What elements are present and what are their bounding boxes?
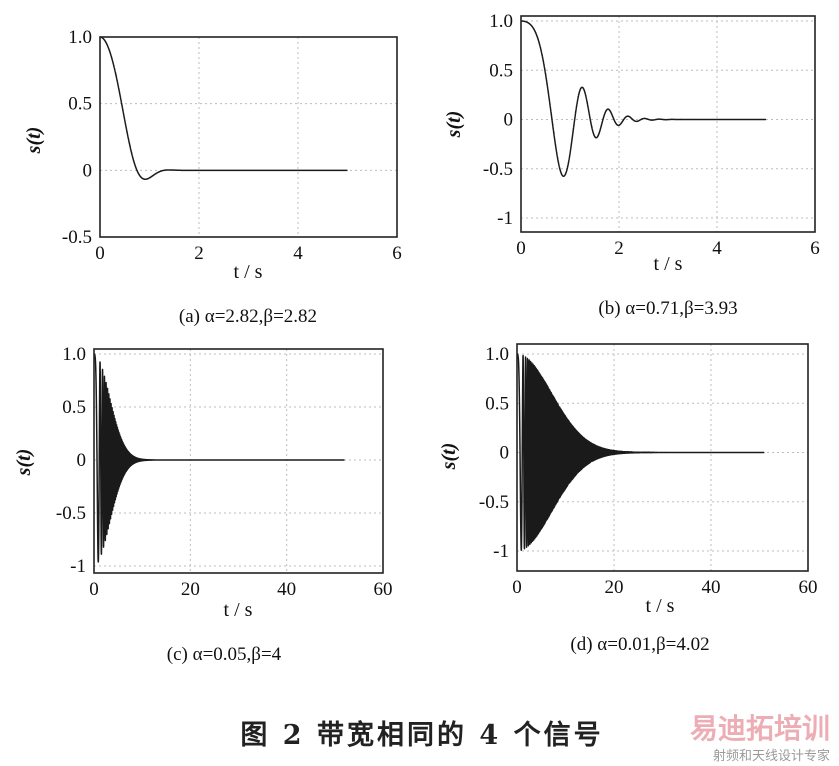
panel-b-ytick-1: 0.5 xyxy=(489,60,513,81)
panel-a-ytick-2: 0 xyxy=(83,160,93,181)
panel-a-xtick-3: 6 xyxy=(392,243,402,264)
panel-c-ytick-1: 0.5 xyxy=(62,397,86,418)
panel-c-xtick-0: 0 xyxy=(89,579,99,600)
panel-c-signal-curve xyxy=(93,353,346,563)
panel-b-signal-curve xyxy=(520,20,767,177)
panel-a-xticks: 0 2 4 6 xyxy=(95,243,402,264)
panel-d-xtick-1: 20 xyxy=(605,577,624,598)
panel-b-xtick-0: 0 xyxy=(516,238,526,259)
panel-b-grid xyxy=(521,16,815,232)
panel-b-ytick-3: -0.5 xyxy=(483,159,513,180)
panel-d-ylabel: s(t) xyxy=(438,443,460,471)
panel-c-xlabel: t / s xyxy=(224,599,253,621)
panel-b-yticks: 1.0 0.5 0 -0.5 -1 xyxy=(483,11,513,229)
panel-b-xticks: 0 2 4 6 xyxy=(516,238,820,259)
panel-d-frame xyxy=(516,343,809,572)
panel-b-subtitle: (b) α=0.71,β=3.93 xyxy=(598,298,737,319)
panel-d-yticks: 1.0 0.5 0 -0.5 -1 xyxy=(479,344,509,562)
panel-c-ylabel: s(t) xyxy=(13,449,35,477)
panel-b-ytick-2: 0 xyxy=(504,110,514,131)
panel-d-ytick-1: 0.5 xyxy=(485,393,509,414)
panel-a-ytick-3: -0.5 xyxy=(62,227,92,248)
panel-a-frame xyxy=(99,36,398,238)
panel-c-xtick-1: 20 xyxy=(181,579,200,600)
panel-a-xtick-0: 0 xyxy=(95,243,105,264)
panel-d-xtick-2: 40 xyxy=(702,577,721,598)
panel-c-ytick-3: -0.5 xyxy=(56,503,86,524)
panel-b-ytick-0: 1.0 xyxy=(489,11,513,32)
panel-d-xtick-3: 60 xyxy=(799,577,818,598)
panel-d: 0 20 40 60 1.0 0.5 0 -0.5 -1 s(t) t / s (d) α=0… xyxy=(438,343,818,655)
panel-c-ytick-4: -1 xyxy=(70,556,86,577)
panel-c-xtick-2: 40 xyxy=(277,579,296,600)
panel-b-frame xyxy=(520,15,816,233)
panel-a-ytick-1: 0.5 xyxy=(68,94,92,115)
panel-c-ytick-2: 0 xyxy=(77,450,87,471)
panel-a-xtick-2: 4 xyxy=(293,243,303,264)
panel-b-xtick-3: 6 xyxy=(810,238,820,259)
panel-c-xtick-3: 60 xyxy=(374,579,393,600)
panel-a-signal-curve xyxy=(99,36,349,181)
panel-d-ytick-0: 1.0 xyxy=(485,344,509,365)
panel-c-xticks: 0 20 40 60 xyxy=(89,579,392,600)
panel-d-subtitle: (d) α=0.01,β=4.02 xyxy=(570,634,709,655)
panel-a-ylabel: s(t) xyxy=(23,127,45,155)
panel-a-subtitle: (a) α=2.82,β=2.82 xyxy=(179,306,317,327)
panel-d-ytick-3: -0.5 xyxy=(479,492,509,513)
panel-b-xtick-2: 4 xyxy=(712,238,722,259)
panel-b-ytick-4: -1 xyxy=(497,208,513,229)
figure-caption: 图 2 带宽相同的 4 个信号 xyxy=(240,719,603,751)
panel-d-signal-curve xyxy=(516,353,766,551)
panel-c: 0 20 40 60 1.0 0.5 0 -0.5 -1 s(t) t / s (c) α=0… xyxy=(13,344,393,665)
panel-b-xtick-1: 2 xyxy=(614,238,624,259)
panel-a-xtick-1: 2 xyxy=(194,243,204,264)
panel-a-grid xyxy=(100,36,397,238)
panel-a-ytick-0: 1.0 xyxy=(68,27,92,48)
watermark-subtitle: 射频和天线设计专家 xyxy=(713,748,830,764)
panel-d-ytick-2: 0 xyxy=(500,443,510,464)
panel-c-ytick-0: 1.0 xyxy=(62,344,86,365)
panel-d-ytick-4: -1 xyxy=(493,541,509,562)
panel-d-xlabel: t / s xyxy=(646,595,675,617)
panel-d-xticks: 0 20 40 60 xyxy=(512,577,817,598)
panel-a-yticks: 1.0 0.5 0 -0.5 xyxy=(62,27,92,248)
watermark: 易迪拓培训 射频和天线设计专家 xyxy=(690,712,830,764)
panel-b-xlabel: t / s xyxy=(654,253,683,275)
panel-c-subtitle: (c) α=0.05,β=4 xyxy=(167,644,282,665)
panel-b: 0 2 4 6 1.0 0.5 0 -0.5 -1 s(t) t / s (b) α=0.71… xyxy=(443,11,820,319)
panel-c-yticks: 1.0 0.5 0 -0.5 -1 xyxy=(56,344,86,577)
panel-d-xtick-0: 0 xyxy=(512,577,522,598)
panel-c-frame xyxy=(93,348,384,574)
panel-a-xlabel: t / s xyxy=(234,261,263,283)
panel-b-ylabel: s(t) xyxy=(443,111,465,139)
watermark-title: 易迪拓培训 xyxy=(690,712,830,745)
